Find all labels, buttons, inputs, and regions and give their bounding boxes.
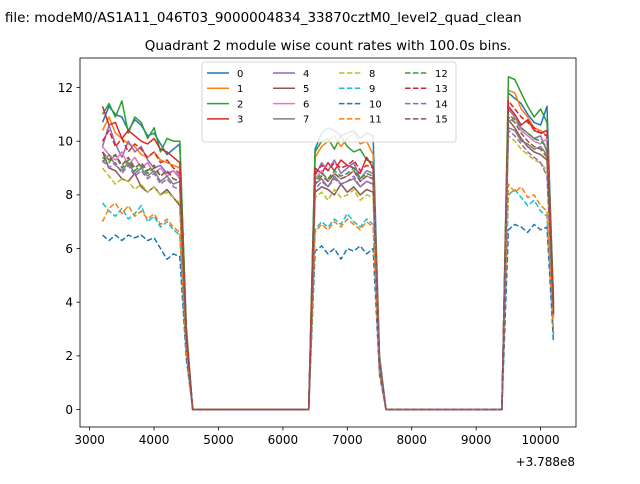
y-tick-label: 10 bbox=[58, 134, 73, 148]
series-line-15 bbox=[101, 116, 555, 411]
x-tick-label: 7000 bbox=[332, 433, 363, 447]
x-tick-label: 10000 bbox=[521, 433, 559, 447]
legend-label-12: 12 bbox=[435, 69, 448, 80]
x-tick-label: 4000 bbox=[139, 433, 170, 447]
y-tick-label: 4 bbox=[65, 296, 73, 310]
axes: 3000 4000 5000 6000 7000 8000 9000 100000246810… bbox=[58, 57, 577, 447]
series-line-12 bbox=[102, 113, 555, 411]
y-tick-label: 2 bbox=[65, 349, 73, 363]
plot-area bbox=[101, 76, 555, 411]
legend-box bbox=[201, 61, 457, 143]
x-tick-label: 9000 bbox=[461, 433, 492, 447]
y-tick-label: 8 bbox=[65, 188, 73, 202]
series-line-10 bbox=[102, 223, 555, 411]
series-line-13 bbox=[101, 100, 555, 411]
legend-label-10: 10 bbox=[369, 99, 382, 110]
x-tick-label: 8000 bbox=[396, 433, 427, 447]
series-line-5 bbox=[101, 118, 555, 411]
legend-label-15: 15 bbox=[435, 115, 448, 126]
series-line-11 bbox=[101, 183, 555, 411]
legend-label-1: 1 bbox=[237, 84, 243, 95]
x-tick-label: 5000 bbox=[203, 433, 234, 447]
plot-frame bbox=[79, 57, 577, 428]
legend-label-5: 5 bbox=[303, 84, 309, 95]
series-line-3 bbox=[101, 105, 555, 411]
legend-label-0: 0 bbox=[237, 69, 243, 80]
x-tick-label: 3000 bbox=[74, 433, 105, 447]
legend-label-8: 8 bbox=[369, 69, 375, 80]
legend-label-6: 6 bbox=[303, 99, 309, 110]
legend-label-4: 4 bbox=[303, 69, 309, 80]
y-tick-label: 6 bbox=[65, 242, 73, 256]
series-line-7 bbox=[101, 127, 555, 411]
y-tick-label: 12 bbox=[58, 81, 73, 95]
legend-label-7: 7 bbox=[303, 115, 309, 126]
legend-label-13: 13 bbox=[435, 84, 448, 95]
legend-label-9: 9 bbox=[369, 84, 375, 95]
file-title: n file: modeM0/AS1A11_046T03_9000004834_… bbox=[0, 10, 522, 26]
series-line-6 bbox=[101, 116, 555, 411]
legend-label-2: 2 bbox=[237, 99, 243, 110]
x-tick-label: 6000 bbox=[268, 433, 299, 447]
y-tick-label: 0 bbox=[65, 403, 73, 417]
legend-label-14: 14 bbox=[435, 99, 448, 110]
legend-label-3: 3 bbox=[237, 115, 243, 126]
x-offset-label: +3.788e8 bbox=[516, 455, 575, 469]
legend-label-11: 11 bbox=[369, 115, 382, 126]
series-line-8 bbox=[101, 135, 555, 411]
chart-title: Quadrant 2 module wise count rates with … bbox=[145, 38, 511, 54]
